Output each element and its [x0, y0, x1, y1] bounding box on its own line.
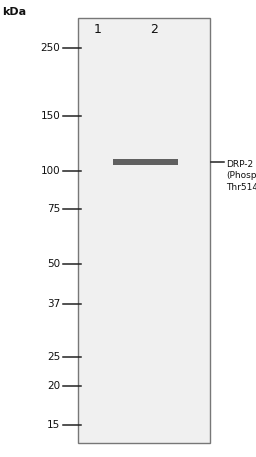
- Text: 15: 15: [47, 420, 60, 430]
- Text: 20: 20: [47, 382, 60, 392]
- Text: 100: 100: [40, 166, 60, 176]
- Bar: [78, 18, 210, 443]
- Text: kDa: kDa: [3, 7, 27, 17]
- Text: 37: 37: [47, 299, 60, 309]
- Text: 1: 1: [93, 23, 101, 36]
- Text: 50: 50: [47, 259, 60, 269]
- Text: 75: 75: [47, 204, 60, 214]
- Text: 250: 250: [40, 43, 60, 53]
- Text: DRP-2
(Phospho-
Thr514): DRP-2 (Phospho- Thr514): [227, 160, 256, 192]
- Text: 150: 150: [40, 112, 60, 122]
- Text: 25: 25: [47, 351, 60, 361]
- Text: 2: 2: [150, 23, 157, 36]
- Bar: [113, 159, 178, 165]
